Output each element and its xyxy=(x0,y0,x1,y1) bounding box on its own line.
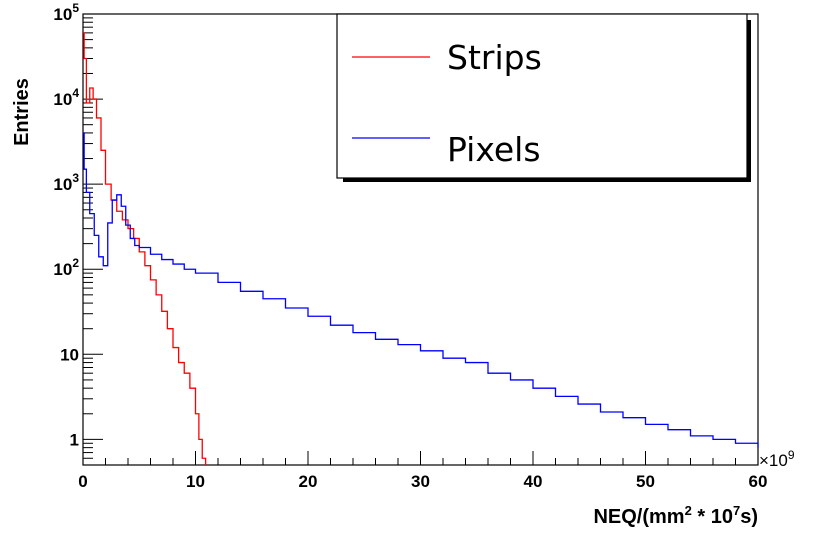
y-tick-exp: 3 xyxy=(72,171,79,185)
y-tick-base: 10 xyxy=(53,5,72,24)
y-tick-label: 102 xyxy=(53,256,79,279)
x-multiplier-exp: 9 xyxy=(788,448,795,462)
series-line-pixels xyxy=(83,132,759,448)
y-tick-exp: 2 xyxy=(72,256,79,270)
y-tick-label: 103 xyxy=(53,171,79,194)
legend-label-strips: Strips xyxy=(447,38,542,77)
series-line-strips xyxy=(83,32,207,465)
y-tick-base: 10 xyxy=(53,175,72,194)
x-axis-title-sup2: 7 xyxy=(733,503,740,518)
y-tick-base: 10 xyxy=(53,90,72,109)
legend-box xyxy=(336,13,748,179)
y-axis-title: Entries xyxy=(11,78,33,146)
x-tick-label: 20 xyxy=(299,472,318,491)
x-tick-label: 40 xyxy=(524,472,543,491)
legend-label-pixels: Pixels xyxy=(447,130,541,169)
x-tick-label: 60 xyxy=(749,472,768,491)
x-axis-title-base: NEQ/(mm xyxy=(593,506,684,528)
x-multiplier-base: ×10 xyxy=(759,451,788,470)
y-tick-label: 1 xyxy=(70,430,79,449)
y-tick-base: 1 xyxy=(70,430,79,449)
x-tick-label: 30 xyxy=(411,472,430,491)
x-multiplier: ×109 xyxy=(759,448,795,470)
x-axis-title-mid: * 10 xyxy=(692,506,733,528)
x-tick-label: 10 xyxy=(186,472,205,491)
x-axis-title: NEQ/(mm2 * 107s) xyxy=(593,503,758,528)
x-tick-label: 0 xyxy=(78,472,87,491)
y-tick-base: 10 xyxy=(60,345,79,364)
y-tick-label: 10 xyxy=(60,345,79,364)
x-tick-label: 50 xyxy=(636,472,655,491)
y-tick-label: 105 xyxy=(53,1,79,24)
y-tick-label: 104 xyxy=(53,86,79,109)
y-tick-exp: 5 xyxy=(72,1,79,15)
y-tick-exp: 4 xyxy=(72,86,79,100)
series-layer xyxy=(83,32,759,465)
x-axis-title-tail: s) xyxy=(740,506,758,528)
legend: Strips Pixels xyxy=(336,13,751,182)
x-axis-title-sup1: 2 xyxy=(685,503,692,518)
y-tick-base: 10 xyxy=(53,260,72,279)
